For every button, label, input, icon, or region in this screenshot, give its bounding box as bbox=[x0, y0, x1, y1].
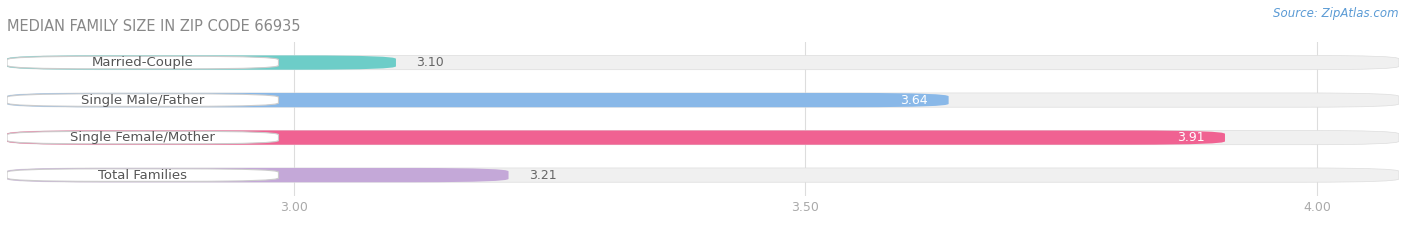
Text: 3.91: 3.91 bbox=[1177, 131, 1205, 144]
FancyBboxPatch shape bbox=[7, 55, 1399, 70]
FancyBboxPatch shape bbox=[7, 131, 278, 144]
FancyBboxPatch shape bbox=[7, 168, 1399, 182]
Text: MEDIAN FAMILY SIZE IN ZIP CODE 66935: MEDIAN FAMILY SIZE IN ZIP CODE 66935 bbox=[7, 19, 301, 34]
Text: 3.21: 3.21 bbox=[529, 169, 557, 182]
FancyBboxPatch shape bbox=[7, 55, 396, 70]
FancyBboxPatch shape bbox=[7, 130, 1225, 145]
Text: Source: ZipAtlas.com: Source: ZipAtlas.com bbox=[1274, 7, 1399, 20]
FancyBboxPatch shape bbox=[7, 56, 278, 69]
FancyBboxPatch shape bbox=[7, 93, 949, 107]
Text: Total Families: Total Families bbox=[98, 169, 187, 182]
FancyBboxPatch shape bbox=[7, 94, 278, 106]
FancyBboxPatch shape bbox=[7, 93, 1399, 107]
Text: 3.10: 3.10 bbox=[416, 56, 444, 69]
Text: Single Male/Father: Single Male/Father bbox=[82, 94, 204, 106]
Text: Single Female/Mother: Single Female/Mother bbox=[70, 131, 215, 144]
FancyBboxPatch shape bbox=[7, 168, 509, 182]
Text: Married-Couple: Married-Couple bbox=[91, 56, 194, 69]
FancyBboxPatch shape bbox=[7, 130, 1399, 145]
FancyBboxPatch shape bbox=[7, 169, 278, 181]
Text: 3.64: 3.64 bbox=[900, 94, 928, 106]
